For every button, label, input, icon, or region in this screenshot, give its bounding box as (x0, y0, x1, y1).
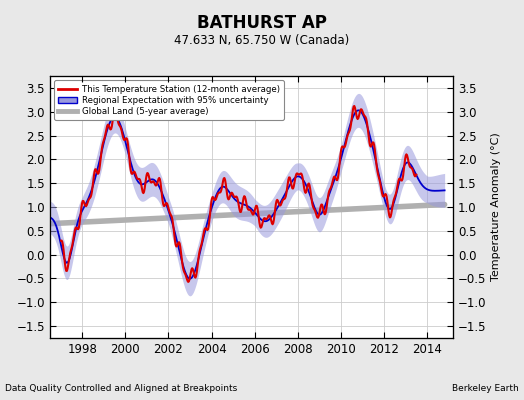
Text: 47.633 N, 65.750 W (Canada): 47.633 N, 65.750 W (Canada) (174, 34, 350, 47)
Text: Data Quality Controlled and Aligned at Breakpoints: Data Quality Controlled and Aligned at B… (5, 384, 237, 393)
Y-axis label: Temperature Anomaly (°C): Temperature Anomaly (°C) (491, 133, 501, 281)
Text: BATHURST AP: BATHURST AP (197, 14, 327, 32)
Text: Berkeley Earth: Berkeley Earth (452, 384, 519, 393)
